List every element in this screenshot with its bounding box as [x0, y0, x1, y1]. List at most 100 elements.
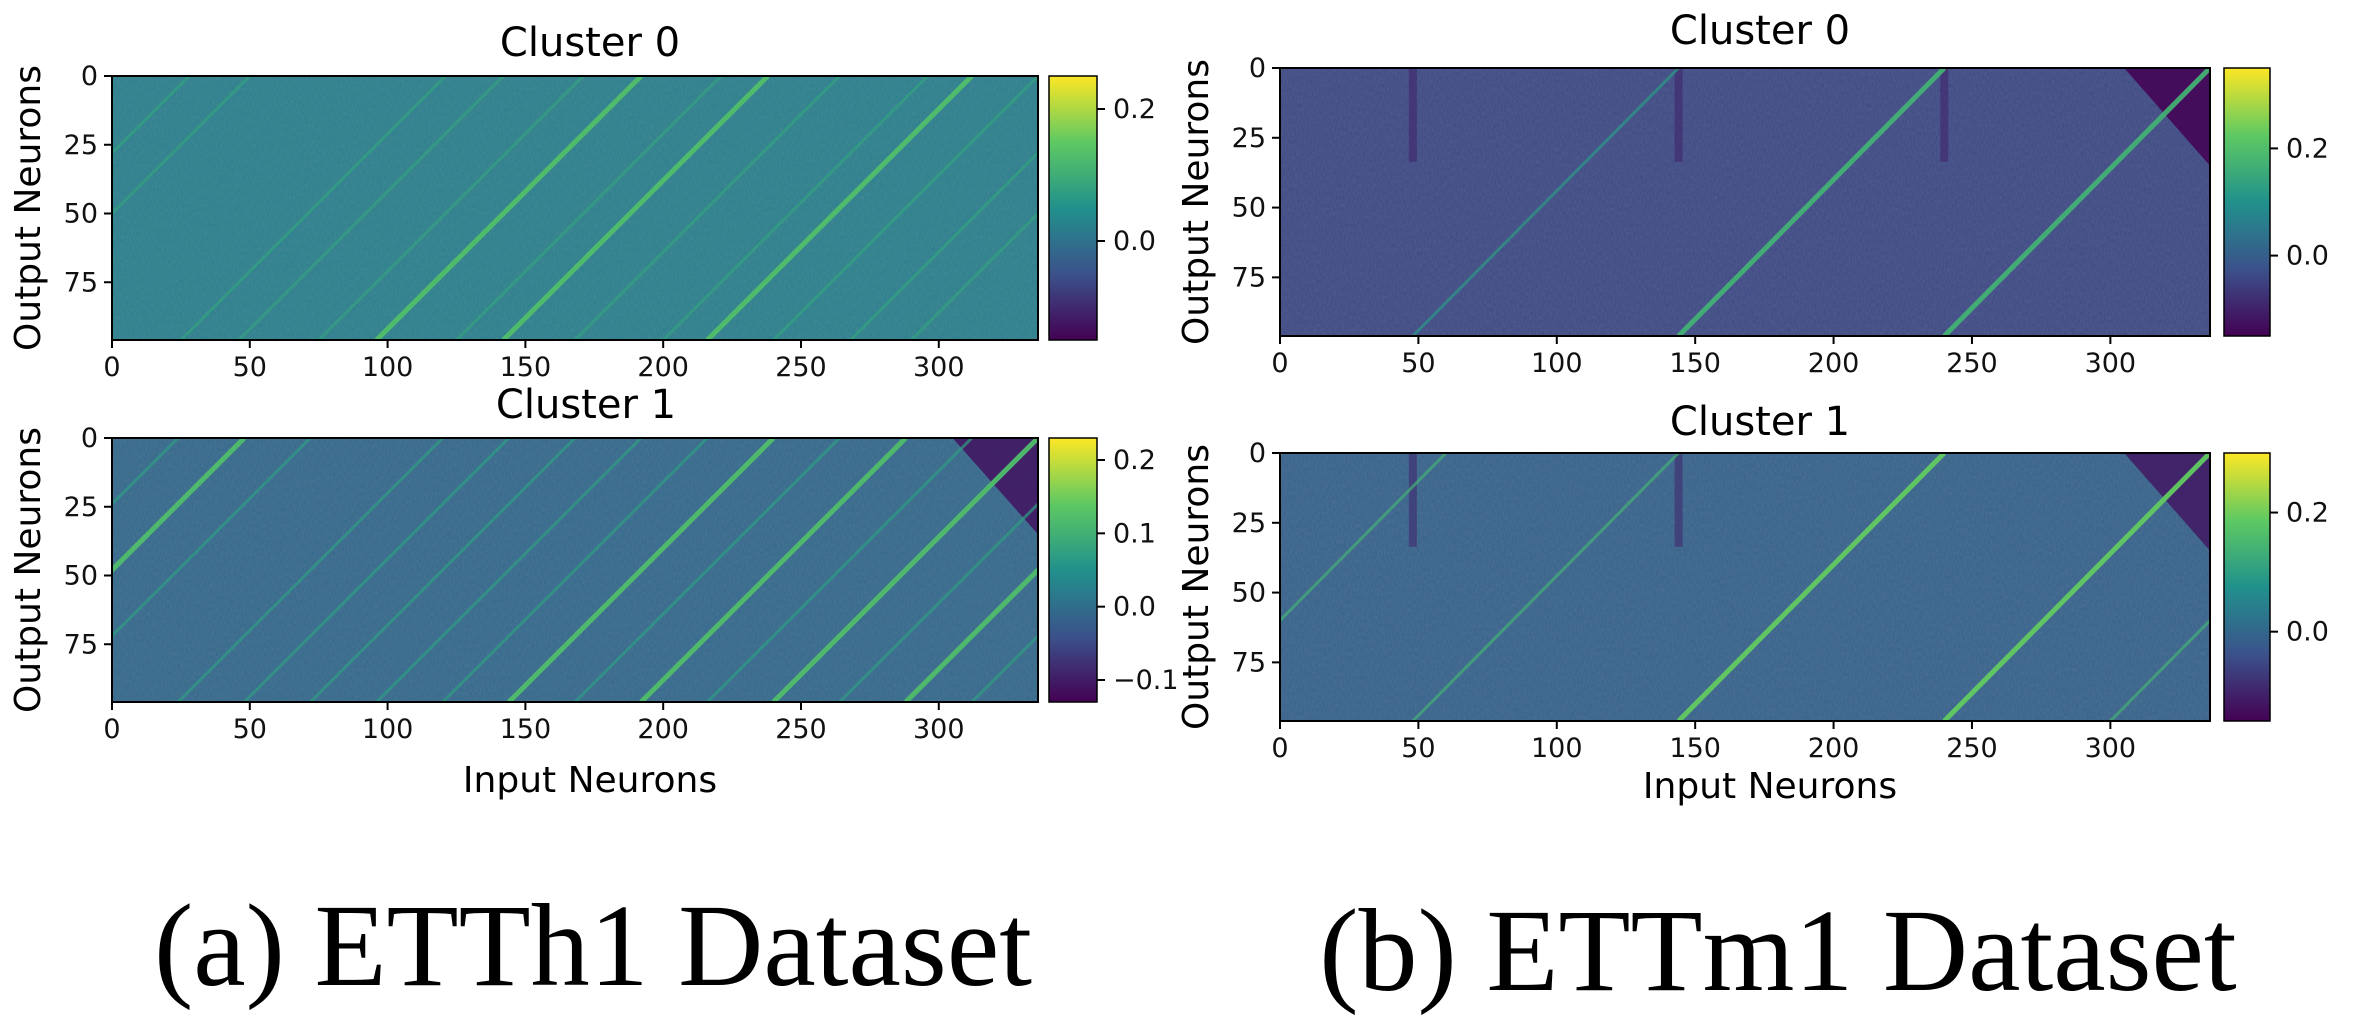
diagonal-band: [771, 438, 1038, 702]
diagonal-band: [374, 76, 643, 340]
plot-frame: [1279, 452, 2211, 722]
caption-b: (b) ETTm1 Dataset: [1319, 885, 2237, 1016]
x-tick-label: 50: [1401, 348, 1435, 379]
x-tick-label: 100: [362, 352, 414, 383]
diagonal-band: [455, 76, 723, 340]
colorbar: [1048, 437, 1098, 703]
x-tick-label: 200: [1808, 733, 1860, 764]
x-tick-label: 50: [233, 352, 267, 383]
diagonal-band: [112, 76, 251, 216]
diagonal-band: [772, 76, 1038, 340]
x-tick-label: 0: [1271, 733, 1288, 764]
y-tick-label: 25: [1232, 508, 1266, 539]
y-tick-label: 75: [64, 629, 98, 660]
y-tick-label: 0: [1249, 438, 1266, 469]
y-tick-label: 50: [64, 199, 98, 230]
colorbar-tick-label: 0.0: [2286, 241, 2329, 272]
y-tick-label: 50: [64, 561, 98, 592]
x-tick-label: 300: [913, 352, 965, 383]
diagonal-band: [112, 438, 180, 507]
x-tick-label: 300: [2085, 733, 2137, 764]
x-tick-label: 200: [1808, 348, 1860, 379]
vertical-stripe: [1408, 68, 1417, 162]
heatmap-a-1: 0 50 100 150 200 250 300 0 25 50 75 Cluster 1 Output…: [8, 382, 1179, 801]
diagonal-band: [573, 76, 841, 340]
diagonal-band: [970, 633, 1038, 702]
y-axis-label: Output Neurons: [1176, 444, 1217, 730]
diagonal-band: [179, 76, 447, 340]
y-tick-label: 0: [1249, 53, 1266, 84]
x-tick-label: 100: [1531, 348, 1583, 379]
x-tick-label: 250: [775, 714, 827, 745]
diagonal-band: [441, 438, 709, 702]
diagonal-band: [1411, 453, 1680, 721]
colorbar-tick-label: 0.2: [1113, 94, 1156, 125]
diagonal-band: [662, 76, 929, 340]
panel-title: Cluster 1: [1670, 399, 1850, 445]
x-tick-label: 0: [1271, 348, 1288, 379]
diagonal-band: [849, 150, 1038, 340]
vertical-stripe: [1674, 68, 1683, 162]
diagonal-band: [903, 566, 1038, 702]
y-axis-label: Output Neurons: [8, 65, 49, 351]
diagonal-band: [573, 438, 841, 702]
x-tick-label: 50: [1401, 733, 1435, 764]
diagonal-band: [1411, 68, 1680, 336]
x-tick-label: 300: [2085, 348, 2137, 379]
x-tick-label: 100: [362, 714, 414, 745]
colorbar-tick-label: 0.1: [1113, 518, 1156, 549]
diagonal-band: [177, 438, 444, 702]
diagonal-band: [910, 211, 1038, 340]
y-tick-label: 25: [64, 130, 98, 161]
diagonal-band: [1676, 68, 1947, 336]
y-tick-label: 50: [1232, 193, 1266, 224]
diagonal-band: [112, 438, 312, 639]
x-tick-label: 200: [637, 352, 689, 383]
y-tick-label: 0: [81, 61, 98, 92]
colorbar-tick-label: −0.1: [1113, 665, 1179, 696]
x-tick-label: 150: [500, 352, 552, 383]
y-tick-label: 75: [1232, 262, 1266, 293]
x-tick-label: 0: [103, 714, 120, 745]
vertical-stripe: [1674, 453, 1683, 547]
x-tick-label: 150: [500, 714, 552, 745]
x-tick-label: 150: [1669, 733, 1721, 764]
colorbar-tick-label: 0.2: [1113, 445, 1156, 476]
diagonal-band: [237, 76, 505, 340]
x-tick-label: 50: [233, 714, 267, 745]
x-tick-label: 100: [1531, 733, 1583, 764]
diagonal-band: [706, 438, 973, 702]
heatmap-texture: [1280, 453, 2210, 721]
heatmap-texture: [112, 76, 1038, 340]
x-tick-label: 150: [1669, 348, 1721, 379]
plot-frame: [111, 437, 1039, 703]
diagonal-band: [1676, 453, 1947, 721]
diagonal-band: [639, 438, 908, 702]
y-tick-label: 50: [1232, 578, 1266, 609]
x-axis-label: Input Neurons: [1643, 766, 1897, 807]
colorbar-tick-label: 0.2: [2286, 498, 2329, 529]
diagonal-band: [705, 76, 974, 340]
diagonal-band: [0, 76, 2, 340]
panel-title: Cluster 0: [1670, 8, 1850, 54]
vertical-stripe: [1940, 68, 1949, 162]
heatmap-b-1: 0 50 100 150 200 250 300 0 25 50 75 Cluster 1 Output…: [1176, 399, 2329, 807]
x-axis-label: Input Neurons: [463, 760, 717, 801]
diagonal-band: [375, 438, 643, 702]
panel-title: Cluster 0: [500, 20, 680, 66]
diagonal-band: [1280, 453, 1448, 623]
diagonal-band: [2109, 618, 2210, 721]
plot-frame: [111, 75, 1039, 341]
y-tick-label: 25: [64, 492, 98, 523]
x-tick-label: 0: [103, 352, 120, 383]
diagonal-band: [1942, 453, 2210, 721]
colorbar-tick-label: 0.0: [1113, 226, 1156, 257]
panel-title: Cluster 1: [496, 382, 676, 428]
x-tick-label: 250: [1946, 348, 1998, 379]
diagonal-band: [1942, 68, 2210, 336]
colorbar: [2223, 452, 2271, 722]
colorbar: [1048, 75, 1098, 341]
x-tick-label: 250: [775, 352, 827, 383]
